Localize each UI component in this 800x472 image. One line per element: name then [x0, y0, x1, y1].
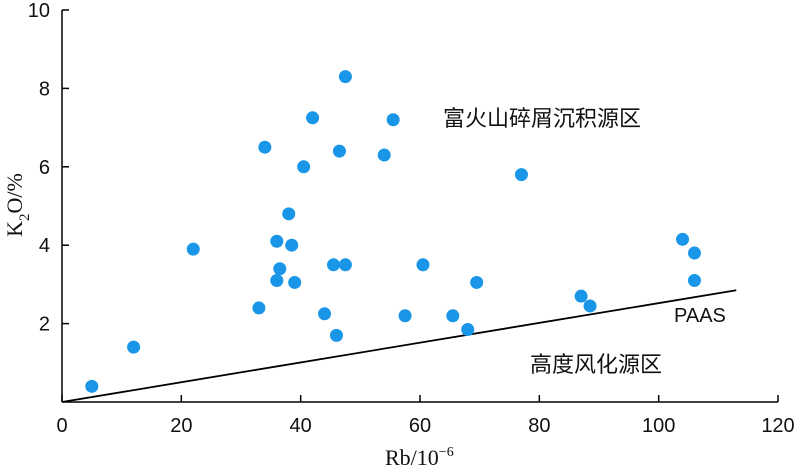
data-point — [338, 258, 352, 272]
y-tick-label: 2 — [39, 314, 50, 336]
data-point — [186, 242, 200, 256]
data-point — [318, 307, 332, 321]
data-point — [338, 70, 352, 84]
data-point — [574, 289, 588, 303]
data-point — [377, 148, 391, 162]
annotation-weathered-source: 高度风化源区 — [530, 353, 662, 378]
data-point — [514, 168, 528, 182]
data-point — [416, 258, 430, 272]
y-axis-title: K2O/% — [2, 173, 33, 237]
y-ticks: 2 4 6 8 10 — [28, 0, 69, 336]
data-point — [332, 144, 346, 158]
data-point — [326, 258, 340, 272]
data-point — [288, 275, 302, 289]
x-tick-label: 40 — [290, 415, 312, 437]
data-point — [386, 113, 400, 127]
data-point — [470, 275, 484, 289]
data-point — [306, 111, 320, 125]
y-tick-label: 6 — [39, 157, 50, 179]
x-axis-title-sup: −6 — [439, 445, 454, 460]
x-tick-label: 120 — [761, 415, 794, 437]
data-point — [329, 328, 343, 342]
data-point — [687, 273, 701, 287]
data-point — [258, 140, 272, 154]
x-tick-label: 80 — [528, 415, 550, 437]
data-point — [127, 340, 141, 354]
data-point — [252, 301, 266, 315]
y-axis-title-main: K — [2, 221, 27, 237]
x-axis-title-main: Rb/10 — [385, 445, 439, 470]
data-point — [676, 232, 690, 246]
data-point — [461, 322, 475, 336]
data-point — [85, 379, 99, 393]
data-point — [285, 238, 299, 252]
y-tick-label: 8 — [39, 78, 50, 100]
paas-reference-line — [61, 289, 737, 403]
x-tick-label: 60 — [409, 415, 431, 437]
data-point — [270, 273, 284, 287]
data-point — [398, 309, 412, 323]
data-point — [282, 207, 296, 221]
data-point — [687, 246, 701, 260]
data-point — [297, 160, 311, 174]
data-point — [273, 262, 287, 276]
x-axis-title: Rb/10−6 — [385, 445, 454, 470]
paas-label: PAAS — [674, 305, 726, 327]
data-points — [85, 70, 701, 393]
data-point — [270, 234, 284, 248]
x-tick-label: 20 — [170, 415, 192, 437]
data-point — [583, 299, 597, 313]
x-tick-label: 0 — [56, 415, 67, 437]
y-axis-title-sub: 2 — [17, 213, 33, 221]
annotation-volcanic-source: 富火山碎屑沉积源区 — [443, 107, 641, 132]
y-axis-title-tail: O/% — [2, 173, 27, 213]
x-tick-label: 100 — [642, 415, 675, 437]
data-point — [446, 309, 460, 323]
y-tick-label: 4 — [39, 235, 50, 257]
y-tick-label: 10 — [28, 0, 50, 22]
x-ticks: 0 20 40 60 80 100 120 — [56, 395, 795, 437]
